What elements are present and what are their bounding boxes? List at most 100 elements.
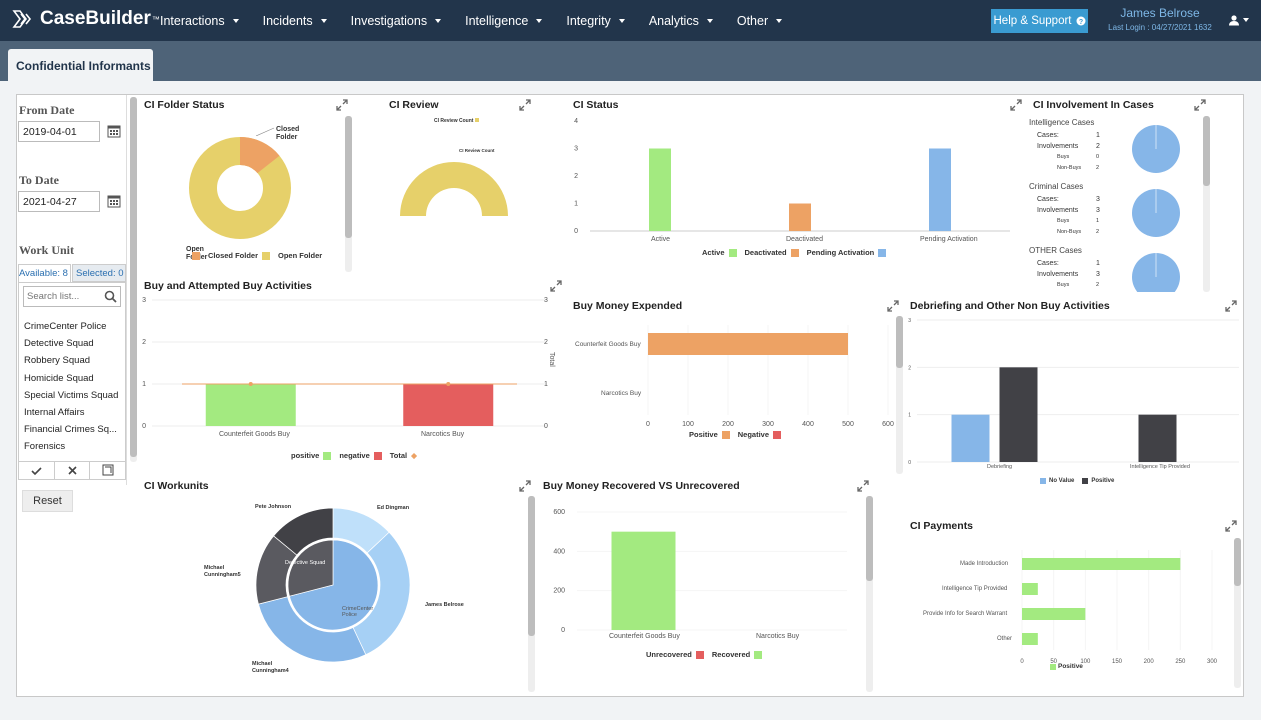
bar-positive — [1022, 633, 1038, 645]
panel-scrollbar[interactable] — [1203, 116, 1210, 292]
expand-icon[interactable] — [1194, 99, 1206, 111]
x-tick-label: 200 — [722, 421, 734, 428]
caret-down-icon — [536, 18, 543, 23]
y-tick-label: 1 — [908, 413, 911, 419]
panel-scrollbar[interactable] — [896, 316, 903, 474]
x-tick-label: 150 — [1112, 659, 1123, 665]
work-unit-item[interactable]: Financial Crimes Sq... — [24, 424, 117, 435]
inner-crimecenter — [288, 539, 379, 631]
closed-folder-slice — [240, 136, 280, 174]
work-unit-item[interactable]: Homicide Squad — [24, 373, 94, 384]
filter-scrollbar[interactable] — [130, 97, 137, 462]
calendar-icon[interactable] — [107, 124, 121, 138]
row-value: 2 — [1096, 165, 1100, 171]
y-tick-label: Made Introduction — [960, 561, 1009, 567]
nav-label: Analytics — [648, 13, 699, 28]
row-value: 0 — [1096, 154, 1100, 160]
to-date-input[interactable]: 2021-04-27 — [18, 191, 100, 212]
bar-no-value — [951, 414, 990, 462]
panel-scrollbar[interactable] — [345, 116, 352, 272]
check-icon[interactable] — [19, 462, 54, 479]
expand-icon[interactable] — [1225, 520, 1237, 532]
work-unit-item[interactable]: CrimeCenter Police — [24, 321, 107, 332]
row-label: Buys — [1057, 154, 1070, 160]
search-icon[interactable] — [104, 290, 117, 303]
legend-label: Deactivated — [744, 248, 787, 257]
clear-icon[interactable] — [54, 462, 90, 479]
legend-swatch — [474, 118, 479, 122]
legend-swatch — [1040, 478, 1046, 484]
legend-label: Active — [702, 248, 725, 257]
nav-intelligence[interactable]: Intelligence — [465, 13, 543, 28]
nav-label: Incidents — [262, 13, 313, 28]
row-value: 3 — [1096, 207, 1100, 214]
buy-legend: positive negative Total ◆ — [291, 451, 417, 460]
x-tick-label: 500 — [842, 421, 854, 428]
expand-icon[interactable] — [857, 480, 869, 492]
folder-donut-chart — [189, 136, 291, 239]
nav-integrity[interactable]: Integrity — [566, 14, 625, 28]
top-navbar: CaseBuilder ™ Interactions Incidents Inve… — [0, 0, 1261, 41]
help-support-button[interactable]: Help & Support ? — [991, 9, 1088, 33]
from-date-input[interactable]: 2019-04-01 — [18, 121, 100, 142]
filter-panel — [16, 95, 127, 485]
select-all-icon[interactable] — [90, 462, 125, 479]
main-nav: Interactions Incidents Investigations In… — [160, 0, 806, 41]
available-tab[interactable]: Available: 8 — [18, 264, 71, 282]
legend-swatch — [1050, 663, 1056, 670]
reset-button[interactable]: Reset — [22, 490, 73, 512]
tab-confidential-informants[interactable]: Confidential Informants — [8, 49, 153, 82]
work-unit-item[interactable]: Detective Squad — [24, 338, 94, 349]
nav-analytics[interactable]: Analytics — [649, 14, 713, 28]
selected-tab[interactable]: Selected: 0 — [72, 264, 126, 282]
last-login: Last Login : 04/27/2021 1632 — [1108, 23, 1212, 32]
x-tick-label: Intelligence Tip Provided — [1130, 464, 1190, 470]
work-unit-search-input[interactable] — [23, 286, 121, 307]
to-date-label: To Date — [19, 173, 59, 187]
expand-icon[interactable] — [519, 99, 531, 111]
x-tick-label: Counterfeit Goods Buy — [609, 633, 680, 640]
panel-scrollbar[interactable] — [1234, 538, 1241, 688]
from-date-label: From Date — [19, 103, 75, 117]
work-unit-list — [18, 282, 126, 462]
caret-down-icon — [618, 18, 625, 23]
legend-swatch — [728, 248, 737, 257]
nav-incidents[interactable]: Incidents — [263, 14, 327, 28]
legend-label: CI Review Count — [434, 118, 474, 124]
expand-icon[interactable] — [519, 480, 531, 492]
row-value: 3 — [1096, 196, 1100, 203]
expand-icon[interactable] — [1010, 99, 1022, 111]
work-unit-item[interactable]: Robbery Squad — [24, 355, 91, 366]
panel-scrollbar[interactable] — [866, 496, 873, 692]
trademark: ™ — [151, 14, 160, 24]
expand-icon[interactable] — [336, 99, 348, 111]
x-tick-label: Narcotics Buy — [756, 633, 800, 640]
y-tick-label: 3 — [908, 318, 911, 324]
row-value: 2 — [1096, 229, 1100, 235]
calendar-icon[interactable] — [107, 194, 121, 208]
nav-other[interactable]: Other — [737, 14, 783, 28]
row-label: Non-Buys — [1057, 165, 1082, 171]
x-tick-label: 50 — [1050, 659, 1057, 665]
panel-scrollbar[interactable] — [528, 496, 535, 692]
x-tick-label: 300 — [1207, 659, 1218, 665]
nav-investigations[interactable]: Investigations — [351, 14, 442, 28]
work-unit-item[interactable]: Internal Affairs — [24, 407, 85, 418]
expand-icon[interactable] — [550, 280, 562, 292]
work-unit-item[interactable]: Special Victims Squad — [24, 390, 119, 401]
svg-text:?: ? — [1078, 19, 1082, 26]
app-logo[interactable]: CaseBuilder ™ — [12, 8, 160, 30]
nav-label: Intelligence — [465, 13, 529, 28]
expand-icon[interactable] — [1225, 300, 1237, 312]
y-tick-label: Counterfeit Goods Buy — [575, 341, 641, 348]
nav-interactions[interactable]: Interactions — [160, 14, 239, 28]
bar-positive — [648, 333, 848, 355]
outer-pete-johnson — [273, 508, 334, 556]
expand-icon[interactable] — [887, 300, 899, 312]
work-unit-item[interactable]: Forensics — [24, 441, 66, 452]
user-info[interactable]: James Belrose Last Login : 04/27/2021 16… — [1100, 6, 1220, 32]
sunburst-label: Michael Cunningham5 — [204, 565, 241, 578]
user-menu[interactable] — [1228, 14, 1249, 26]
x-tick-label: Active — [651, 236, 671, 243]
money-legend: Positive Negative — [689, 430, 789, 439]
